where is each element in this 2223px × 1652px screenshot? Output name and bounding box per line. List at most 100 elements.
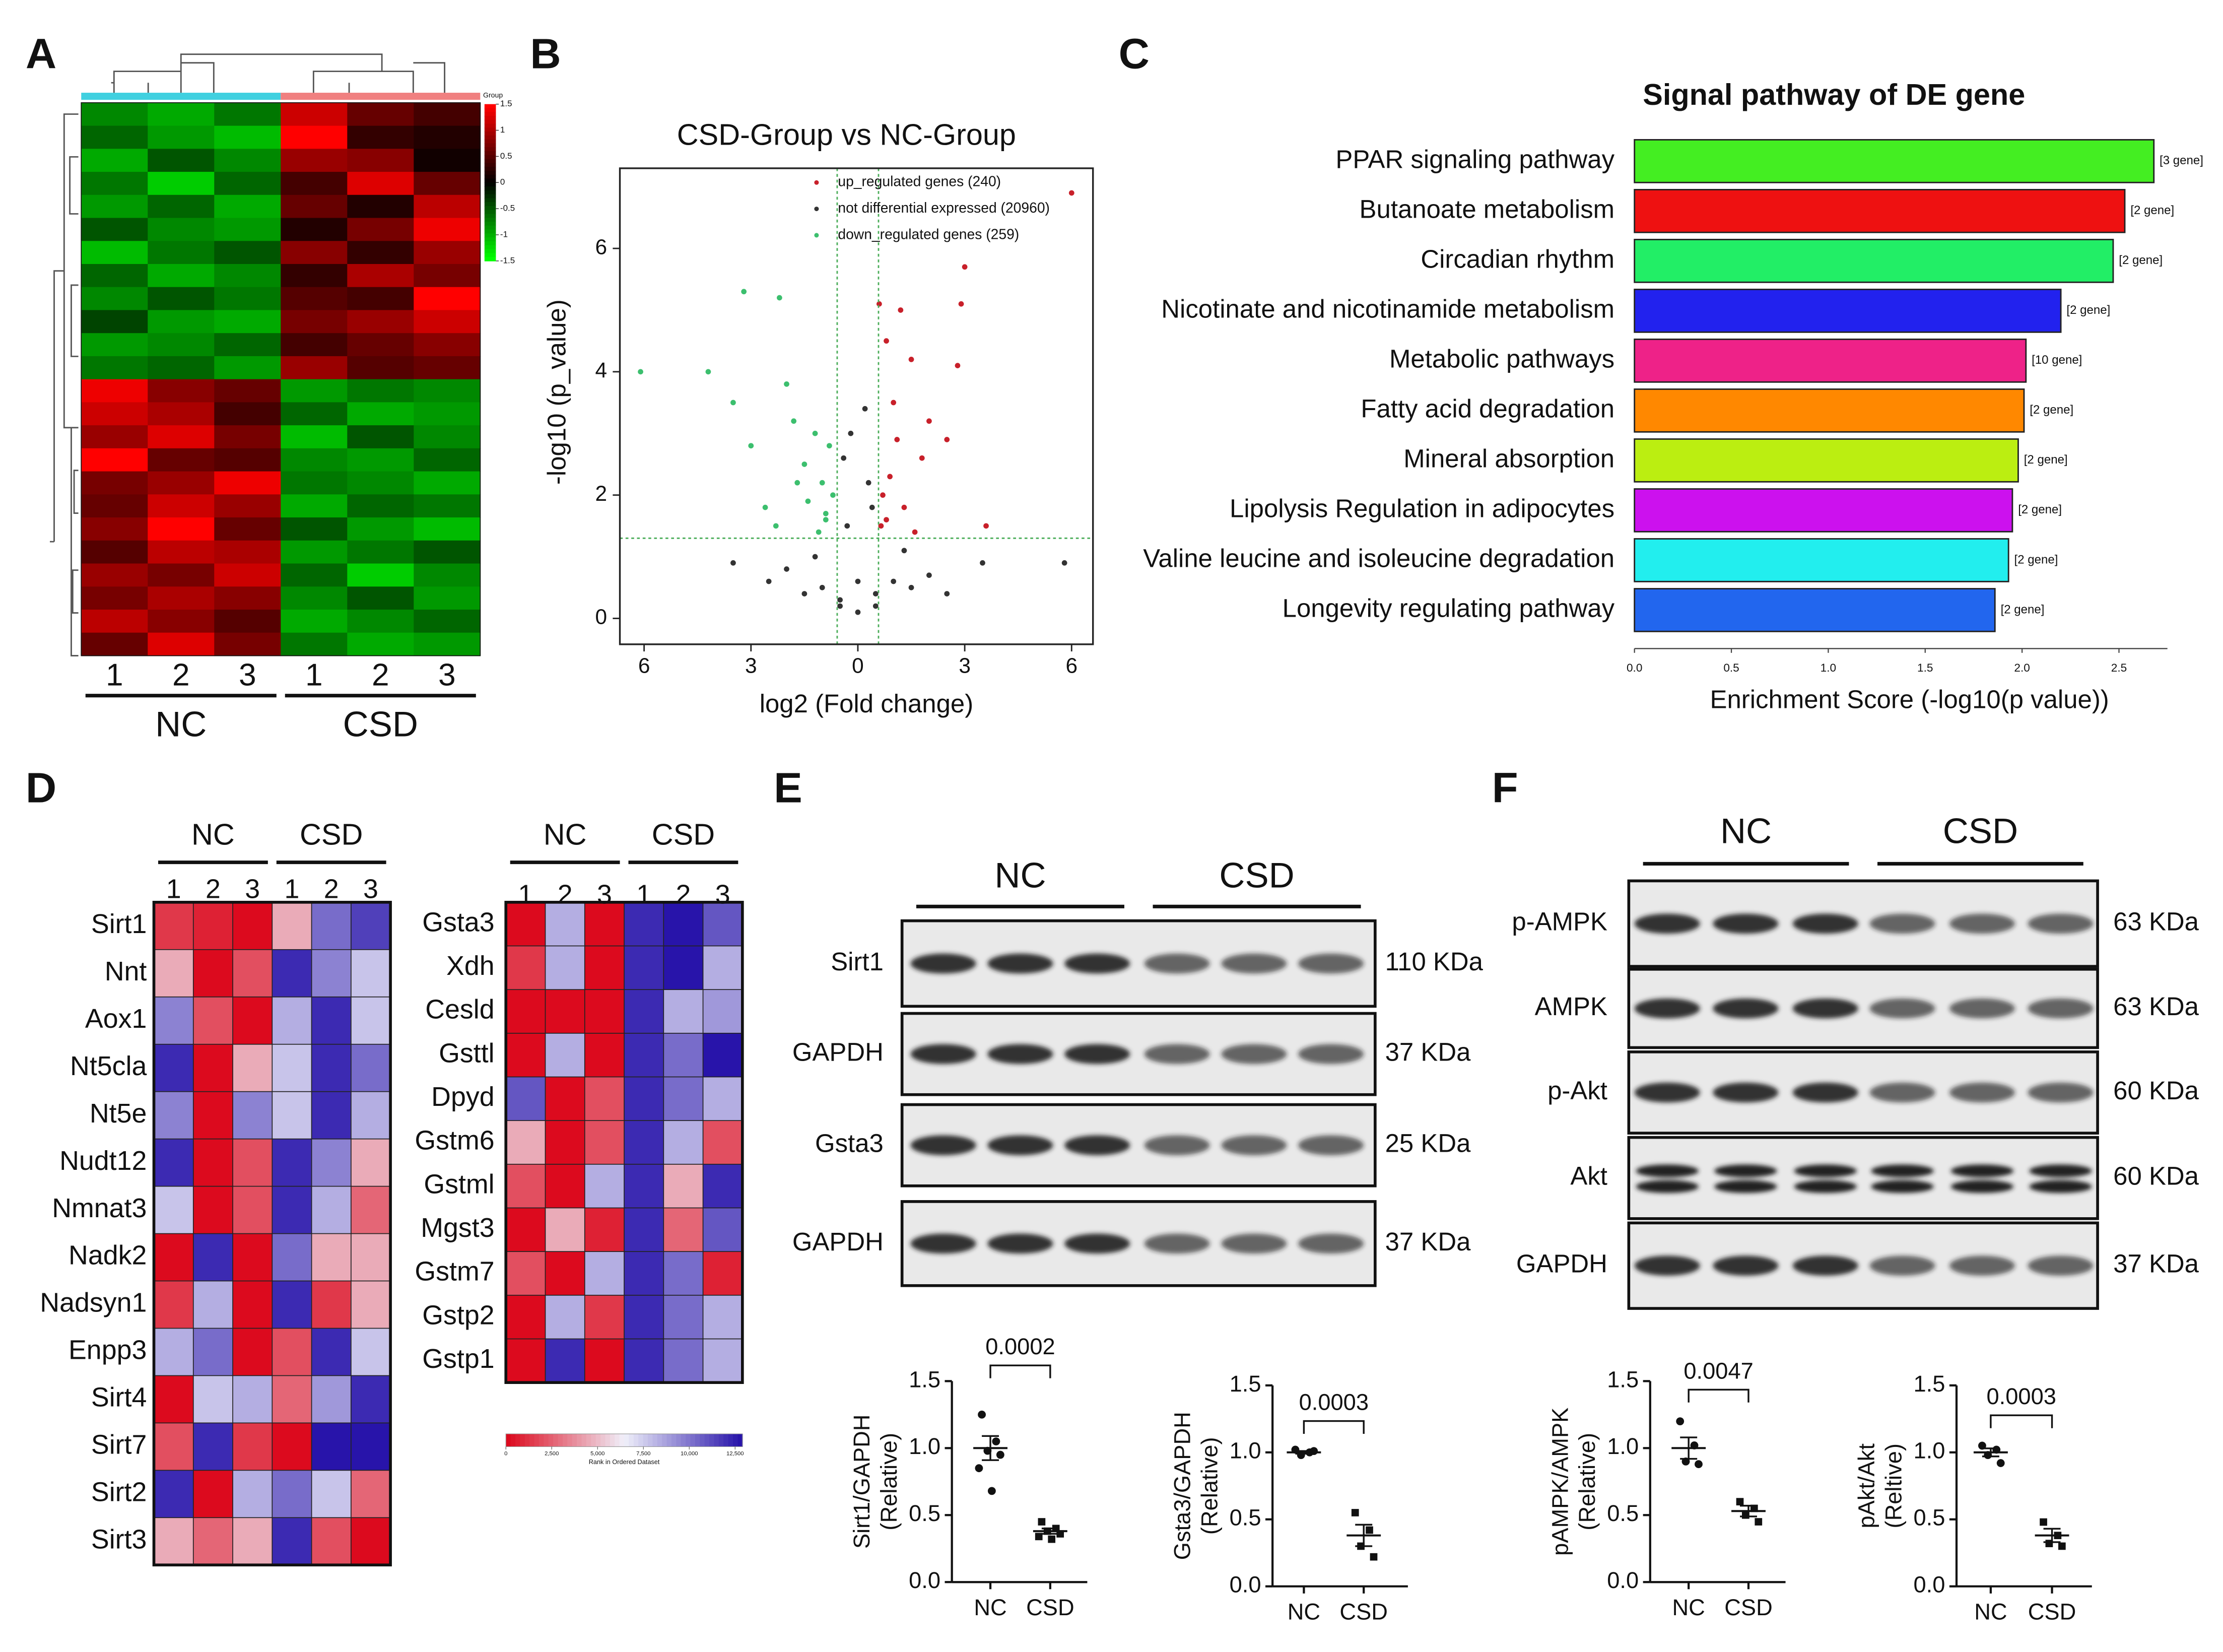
point	[926, 572, 932, 578]
colorbar-step	[577, 1434, 582, 1447]
row-label: Nnt	[105, 956, 147, 986]
heatmap-cell	[232, 1470, 274, 1518]
colorbar-step	[484, 139, 496, 144]
heatmap-cell	[214, 448, 282, 472]
heatmap-cell	[214, 471, 282, 495]
heatmap-cell	[414, 609, 481, 633]
band	[1792, 998, 1858, 1019]
colorbar-step	[484, 167, 496, 171]
row-label: Gstm7	[415, 1257, 494, 1287]
row-label: AMPK	[1535, 992, 1607, 1021]
band	[1871, 1164, 1934, 1177]
heatmap-cell	[414, 218, 481, 242]
colorbar-step	[506, 1434, 511, 1447]
point	[812, 554, 818, 560]
point	[919, 455, 925, 461]
size-label: 25 KDa	[1385, 1129, 1471, 1158]
x-tick-label: 2.5	[2111, 662, 2127, 674]
row-label: Gsttl	[439, 1038, 494, 1068]
heatmap-cell	[281, 471, 348, 495]
heatmap-cell	[81, 356, 149, 380]
heatmap-cell	[192, 949, 234, 998]
colorbar-step	[647, 1434, 653, 1447]
heatmap-cell	[281, 425, 348, 449]
category-label: Metabolic pathways	[1389, 344, 1614, 373]
colorbar-step	[484, 104, 496, 109]
heatmap-cell	[350, 1043, 391, 1093]
band	[987, 1044, 1053, 1064]
heatmap-cell	[281, 609, 348, 633]
column-label: 1	[166, 874, 181, 904]
band	[1792, 1255, 1858, 1276]
heatmap-cell	[148, 586, 215, 610]
heatmap-cell	[214, 241, 282, 265]
colorbar-step	[484, 163, 496, 168]
column-label: 3	[363, 874, 378, 904]
bar	[1634, 139, 2155, 183]
colorbar-tick-label: 1	[500, 125, 505, 135]
heatmap-cell	[350, 1280, 391, 1330]
heatmap-cell	[281, 448, 348, 472]
band	[987, 1135, 1053, 1155]
heatmap-cell	[624, 1338, 664, 1383]
heatmap-frame	[152, 901, 392, 1567]
heatmap-cell	[153, 901, 194, 951]
heatmap-cell	[702, 1076, 744, 1121]
heatmap-cell	[148, 494, 215, 518]
heatmap-cell	[414, 172, 481, 195]
heatmap-frame	[504, 901, 744, 1384]
band	[1949, 913, 2015, 934]
y-axis-label: pAMPK/AMPK	[1547, 1408, 1573, 1556]
colorbar-step	[484, 253, 496, 257]
column-label: 2	[324, 874, 339, 904]
colorbar-step	[595, 1434, 601, 1447]
heatmap-cell	[148, 172, 215, 195]
heatmap-cell	[81, 540, 149, 564]
legend-marker	[814, 233, 819, 238]
heatmap-cell	[350, 949, 391, 998]
x-tick-label: NC	[1288, 1599, 1320, 1624]
colorbar-step	[484, 257, 496, 261]
column-label: 3	[239, 657, 256, 692]
heatmap-cell	[281, 379, 348, 403]
y-tick-label: 0	[595, 605, 607, 629]
value-label: [2 gene]	[2030, 403, 2073, 417]
colorbar-step	[484, 155, 496, 160]
heatmap-cell	[81, 379, 149, 403]
point	[816, 529, 822, 535]
group-label: CSD	[1219, 855, 1294, 895]
heatmap-cell	[584, 1338, 625, 1383]
heatmap-cell	[414, 149, 481, 172]
x-tick-label: 0.5	[1723, 662, 1739, 674]
point	[992, 1437, 1000, 1445]
point	[766, 578, 772, 584]
y-axis-label: (Relative)	[876, 1433, 902, 1531]
band	[1636, 1164, 1699, 1177]
heatmap-cell	[272, 1185, 313, 1235]
point	[862, 406, 868, 412]
heatmap-cell	[347, 379, 415, 403]
heatmap-cell	[153, 1138, 194, 1187]
heatmap-cell	[311, 1043, 352, 1093]
colorbar-step	[484, 108, 496, 113]
heatmap-cell	[232, 949, 274, 998]
column-label: 1	[284, 874, 299, 904]
row-label: Nadsyn1	[40, 1288, 147, 1318]
band	[1064, 1233, 1130, 1254]
colorbar-step	[484, 170, 496, 175]
heatmap-cell	[81, 172, 149, 195]
p-value: 0.0003	[1299, 1390, 1369, 1415]
heatmap-cell	[214, 172, 282, 195]
heatmap-cell	[192, 1422, 234, 1472]
colorbar-step	[558, 1434, 563, 1447]
band	[1144, 1233, 1210, 1254]
bar	[1634, 239, 2114, 283]
heatmap-cell	[281, 194, 348, 219]
heatmap-cell	[281, 149, 348, 172]
heatmap-cell	[350, 1328, 391, 1377]
row-label: Gstml	[424, 1169, 494, 1199]
row-label: Sirt1	[91, 909, 147, 939]
heatmap-cell	[545, 1076, 586, 1121]
y-tick-label: 1.5	[909, 1366, 940, 1392]
